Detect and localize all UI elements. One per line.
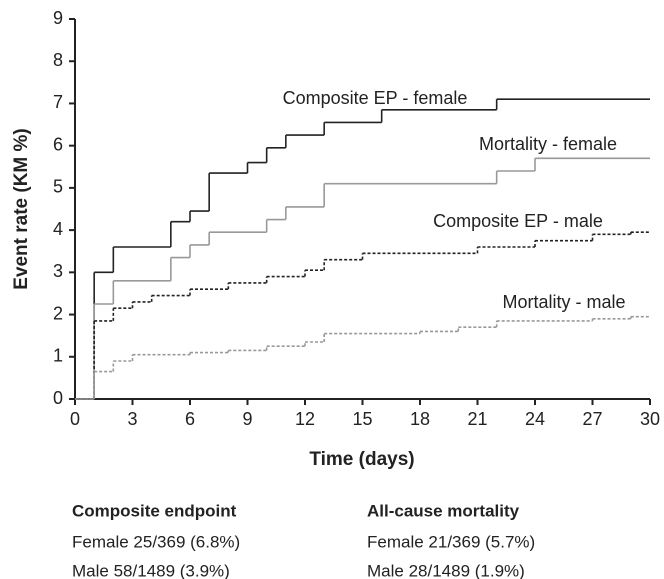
y-tick-label: 1	[53, 346, 63, 366]
y-tick-label: 3	[53, 261, 63, 281]
footer-heading: Composite endpoint	[72, 501, 237, 520]
y-tick-label: 5	[53, 177, 63, 197]
x-tick-label: 18	[410, 409, 430, 429]
x-tick-label: 15	[352, 409, 372, 429]
y-tick-label: 9	[53, 8, 63, 28]
footer-heading: All-cause mortality	[367, 501, 520, 520]
x-tick-label: 9	[242, 409, 252, 429]
x-axis-label: Time (days)	[309, 449, 414, 470]
x-tick-label: 0	[70, 409, 80, 429]
y-tick-label: 2	[53, 303, 63, 323]
y-tick-label: 8	[53, 50, 63, 70]
y-axis-label: Event rate (KM %)	[11, 128, 32, 290]
footer-row: Male 58/1489 (3.9%)	[72, 561, 230, 579]
y-tick-label: 4	[53, 219, 63, 239]
series-label: Mortality - female	[479, 134, 617, 154]
x-tick-label: 30	[640, 409, 660, 429]
x-tick-label: 24	[525, 409, 545, 429]
footer-row: Female 25/369 (6.8%)	[72, 532, 240, 551]
x-tick-label: 12	[295, 409, 315, 429]
x-tick-label: 21	[467, 409, 487, 429]
series-label: Composite EP - male	[433, 211, 603, 231]
x-tick-label: 27	[582, 409, 602, 429]
y-tick-label: 7	[53, 92, 63, 112]
y-tick-label: 0	[53, 388, 63, 408]
series-label: Mortality - male	[502, 292, 625, 312]
series-label: Composite EP - female	[283, 88, 468, 108]
x-tick-label: 6	[185, 409, 195, 429]
footer-row: Female 21/369 (5.7%)	[367, 532, 535, 551]
y-tick-label: 6	[53, 134, 63, 154]
footer-row: Male 28/1489 (1.9%)	[367, 561, 525, 579]
x-tick-label: 3	[127, 409, 137, 429]
